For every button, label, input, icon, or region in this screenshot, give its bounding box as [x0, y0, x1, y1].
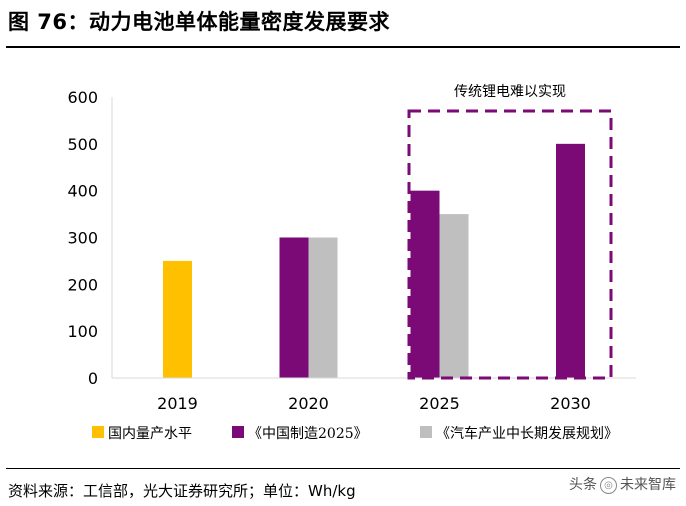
x-tick-label: 2020 [288, 394, 329, 413]
source-note: 资料来源：工信部，光大证券研究所；单位：Wh/kg [8, 482, 356, 500]
legend-swatch [232, 426, 244, 438]
legend-label: 《汽车产业中长期发展规划》 [436, 425, 618, 442]
y-tick-label: 600 [67, 88, 98, 107]
y-axis: 0 100 200 300 400 500 600 [67, 88, 113, 388]
annotation-text: 传统锂电难以实现 [454, 84, 566, 100]
highlight-box [407, 109, 613, 380]
bottom-divider [6, 468, 680, 469]
watermark: 头条 ◎ 未来智库 [569, 474, 676, 494]
y-tick-label: 200 [67, 275, 98, 294]
x-axis: 2019 2020 2025 2030 [112, 377, 636, 413]
bar [410, 190, 440, 378]
x-tick-label: 2019 [157, 394, 198, 413]
y-tick-label: 0 [88, 369, 98, 388]
y-tick-label: 300 [67, 229, 98, 248]
figure-title: 图 76：动力电池单体能量密度发展要求 [8, 10, 391, 34]
watermark-name: 未来智库 [620, 477, 676, 493]
y-tick-label: 400 [67, 182, 98, 201]
legend-label: 《中国制造2025》 [248, 426, 368, 442]
watermark-logo-icon: ◎ [600, 476, 617, 494]
bar [308, 237, 338, 378]
watermark-prefix: 头条 [569, 477, 597, 493]
bar [439, 214, 469, 378]
x-tick-label: 2025 [419, 394, 460, 413]
bar [556, 143, 585, 378]
bar [279, 237, 309, 378]
y-tick-label: 100 [67, 322, 98, 341]
legend-swatch [92, 426, 104, 438]
legend: 国内量产水平 《中国制造2025》 《汽车产业中长期发展规划》 [92, 425, 618, 442]
bar-chart: 0 100 200 300 400 500 600 2019 2020 2025 2030 传统锂… [67, 84, 636, 442]
bar [163, 260, 192, 378]
x-tick-label: 2030 [550, 394, 591, 413]
bars [163, 143, 585, 378]
y-tick-label: 500 [67, 135, 98, 154]
top-divider [6, 46, 680, 48]
legend-swatch [420, 426, 432, 438]
legend-label: 国内量产水平 [108, 426, 192, 442]
